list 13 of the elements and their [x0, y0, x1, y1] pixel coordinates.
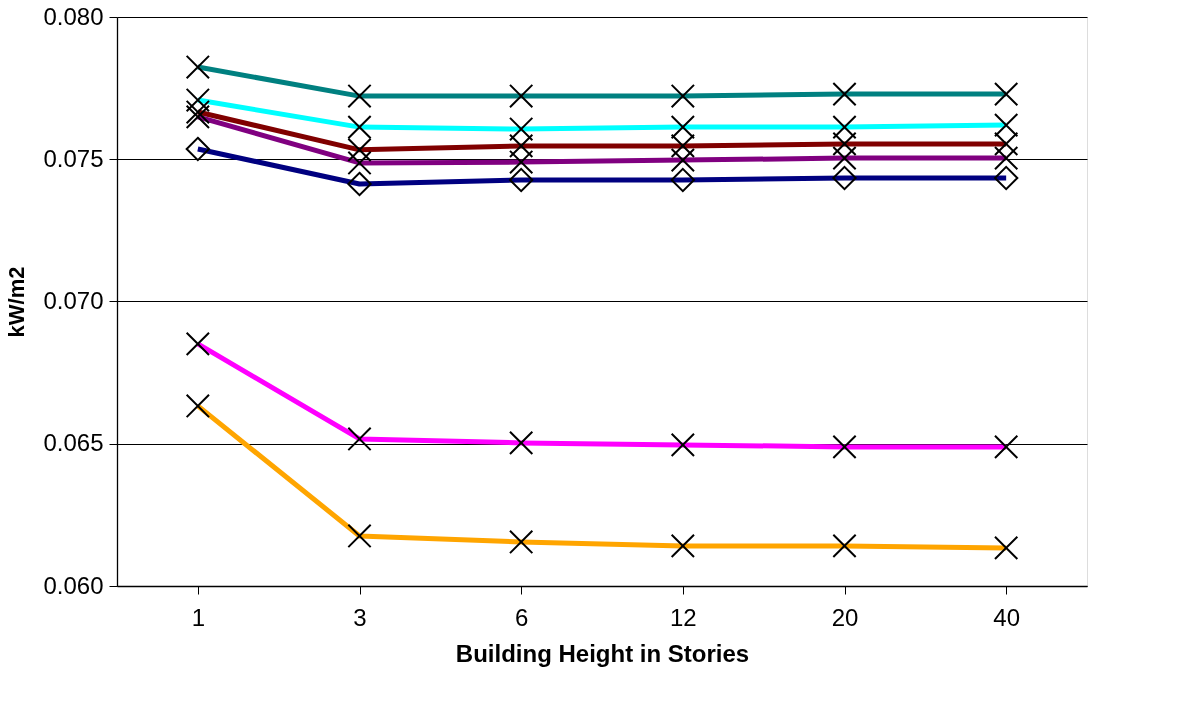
x-axis-title: Building Height in Stories	[455, 639, 750, 667]
x-tick-label: 1	[191, 603, 206, 631]
x-tick-label: 12	[669, 603, 697, 631]
y-tick-label: 0.080	[43, 2, 104, 30]
x-tick-label: 20	[831, 603, 859, 631]
x-tick-label: 3	[353, 603, 367, 631]
y-tick-label: 0.065	[43, 429, 104, 457]
x-tick-label: 40	[993, 603, 1021, 631]
y-tick-label: 0.060	[43, 571, 104, 599]
y-axis-title: kW/m2	[4, 266, 30, 338]
y-tick-label: 0.070	[43, 287, 104, 314]
x-tick-label: 6	[514, 603, 529, 631]
y-tick-label: 0.075	[43, 144, 104, 172]
